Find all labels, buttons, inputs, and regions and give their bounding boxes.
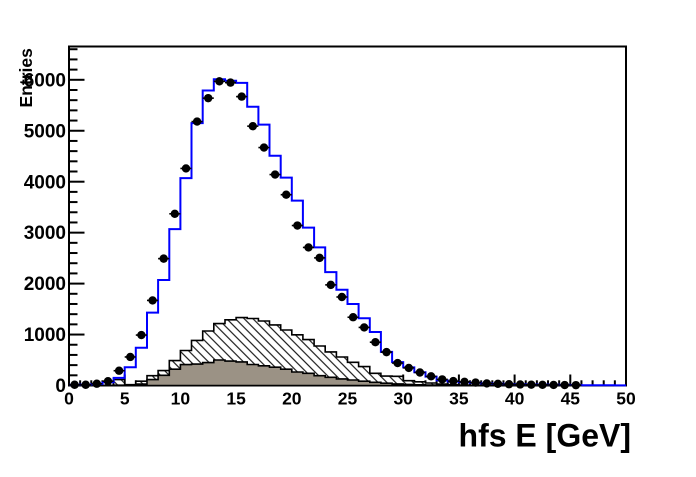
svg-text:20: 20 <box>282 389 302 409</box>
svg-text:50: 50 <box>616 389 636 409</box>
svg-text:hfs E [GeV]: hfs E [GeV] <box>459 418 631 454</box>
svg-text:Entries: Entries <box>16 48 36 108</box>
svg-text:1000: 1000 <box>24 325 66 346</box>
svg-text:45: 45 <box>561 389 581 409</box>
svg-text:0: 0 <box>64 389 74 409</box>
svg-text:30: 30 <box>393 389 413 409</box>
svg-text:15: 15 <box>226 389 246 409</box>
svg-text:5: 5 <box>120 389 130 409</box>
svg-text:40: 40 <box>505 389 525 409</box>
svg-text:5000: 5000 <box>24 121 66 142</box>
svg-text:3000: 3000 <box>24 223 66 244</box>
svg-text:2000: 2000 <box>24 274 66 295</box>
svg-text:35: 35 <box>449 389 469 409</box>
svg-text:4000: 4000 <box>24 172 66 193</box>
svg-text:25: 25 <box>338 389 358 409</box>
svg-text:10: 10 <box>171 389 191 409</box>
svg-text:6000: 6000 <box>24 70 66 91</box>
svg-text:0: 0 <box>55 376 66 397</box>
